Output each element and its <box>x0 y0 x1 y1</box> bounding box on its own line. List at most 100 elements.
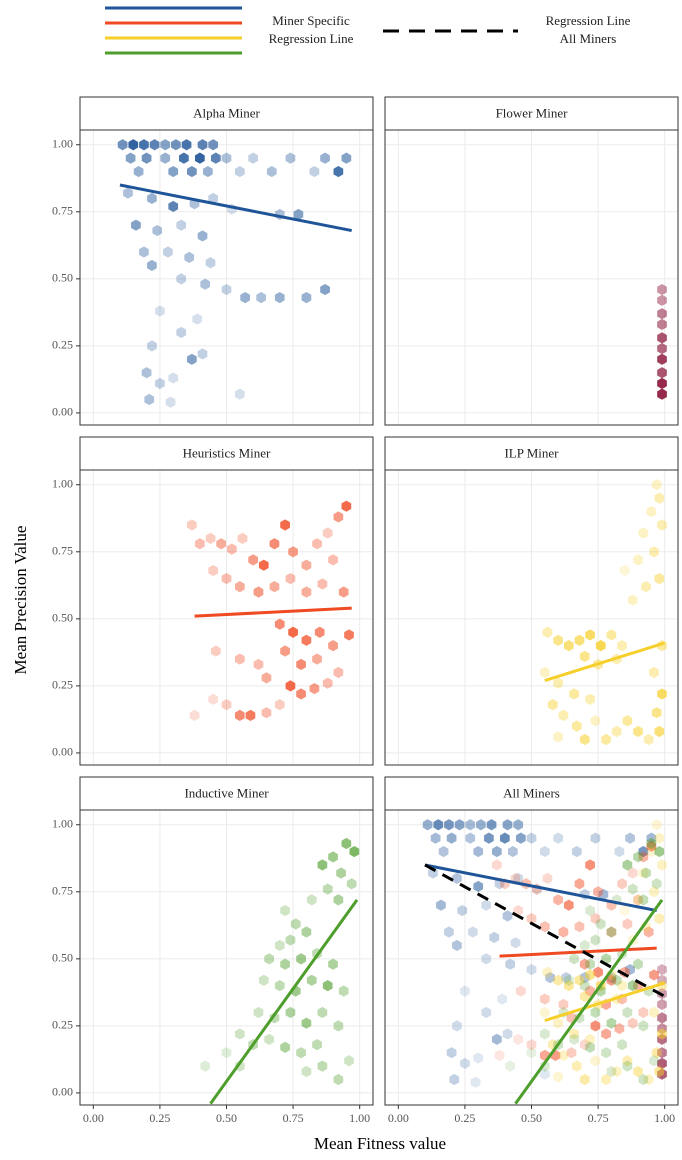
hex <box>657 1047 667 1059</box>
hex <box>234 581 245 593</box>
hex <box>234 388 245 400</box>
hex <box>505 958 516 970</box>
hex <box>526 963 537 976</box>
hex <box>205 257 216 269</box>
hex <box>296 953 306 965</box>
hex <box>657 859 667 871</box>
hex <box>430 832 441 844</box>
hex <box>539 921 550 933</box>
panel: Alpha Miner 0.00 0.25 0.50 0.75 1.00 <box>52 96 374 426</box>
hex <box>513 872 524 884</box>
hex <box>622 859 633 871</box>
hex <box>553 1071 563 1083</box>
x-tick-label: 0.00 <box>388 1111 409 1125</box>
hex <box>510 937 521 949</box>
regression-line <box>424 863 657 913</box>
x-tick-label: 0.25 <box>149 1111 170 1125</box>
hex <box>590 1020 601 1032</box>
hex <box>516 832 526 844</box>
hex <box>633 851 643 863</box>
y-tick-label: 0.00 <box>52 405 73 419</box>
hex <box>460 985 470 997</box>
y-tick-label: 0.50 <box>52 611 73 625</box>
hex <box>141 367 152 379</box>
hex <box>502 819 513 831</box>
hex <box>306 974 317 986</box>
hex <box>571 720 582 732</box>
hex <box>317 1060 328 1072</box>
plot-content <box>422 819 667 1105</box>
hex <box>579 1039 590 1051</box>
hex <box>513 1033 524 1045</box>
hex <box>288 546 298 558</box>
regression-line <box>194 606 352 618</box>
hex <box>234 1028 245 1040</box>
hex <box>470 1076 481 1088</box>
hex <box>649 666 659 679</box>
hex <box>452 872 462 884</box>
hex <box>627 867 638 879</box>
x-tick-label: 0.25 <box>454 1111 475 1125</box>
hex <box>539 1028 550 1040</box>
hex <box>328 640 338 652</box>
hex <box>465 819 476 831</box>
hex <box>590 832 601 844</box>
hex <box>288 626 298 638</box>
panel-border <box>79 129 374 426</box>
x-tick-label: 1.00 <box>349 1111 370 1125</box>
hex <box>606 1065 617 1078</box>
hex <box>649 969 659 981</box>
hex <box>192 313 203 325</box>
hex <box>571 845 582 858</box>
x-tick-label: 0.50 <box>521 1111 542 1125</box>
hex <box>657 353 667 365</box>
hex <box>301 1017 312 1029</box>
hex <box>579 990 590 1002</box>
hex <box>627 980 638 992</box>
regression-line <box>544 641 666 682</box>
hex <box>657 367 667 379</box>
hex <box>301 586 312 598</box>
hex <box>473 880 484 893</box>
hex <box>125 152 136 164</box>
hex <box>208 564 219 577</box>
hex <box>526 1039 537 1051</box>
hex <box>333 894 344 906</box>
hex <box>643 1073 654 1086</box>
hex <box>545 972 555 984</box>
hex <box>585 859 595 871</box>
hex <box>641 867 651 879</box>
hex <box>606 926 617 938</box>
hex <box>633 894 643 906</box>
hex <box>195 538 205 550</box>
hex <box>614 845 625 858</box>
hex <box>649 1055 659 1067</box>
strip <box>79 776 374 811</box>
hex <box>526 913 537 925</box>
hex <box>422 819 433 831</box>
hex <box>253 658 264 671</box>
hex <box>657 1012 667 1024</box>
hex <box>123 187 133 199</box>
hex <box>349 845 360 858</box>
hex <box>280 904 290 917</box>
hex <box>657 283 667 296</box>
hex <box>579 958 590 970</box>
hex <box>638 867 649 879</box>
overall-regression-line <box>424 863 666 998</box>
hex <box>322 527 333 539</box>
hex <box>208 139 219 151</box>
hex <box>646 837 657 850</box>
hex <box>638 1073 649 1086</box>
hex <box>617 980 627 992</box>
hex <box>651 1047 662 1059</box>
hex <box>237 532 248 544</box>
panel: ILP Miner <box>384 436 679 766</box>
hex <box>211 152 221 164</box>
hex <box>301 926 312 938</box>
hex <box>280 645 290 657</box>
hex <box>301 559 312 571</box>
hex <box>476 819 486 831</box>
hex <box>155 305 165 317</box>
